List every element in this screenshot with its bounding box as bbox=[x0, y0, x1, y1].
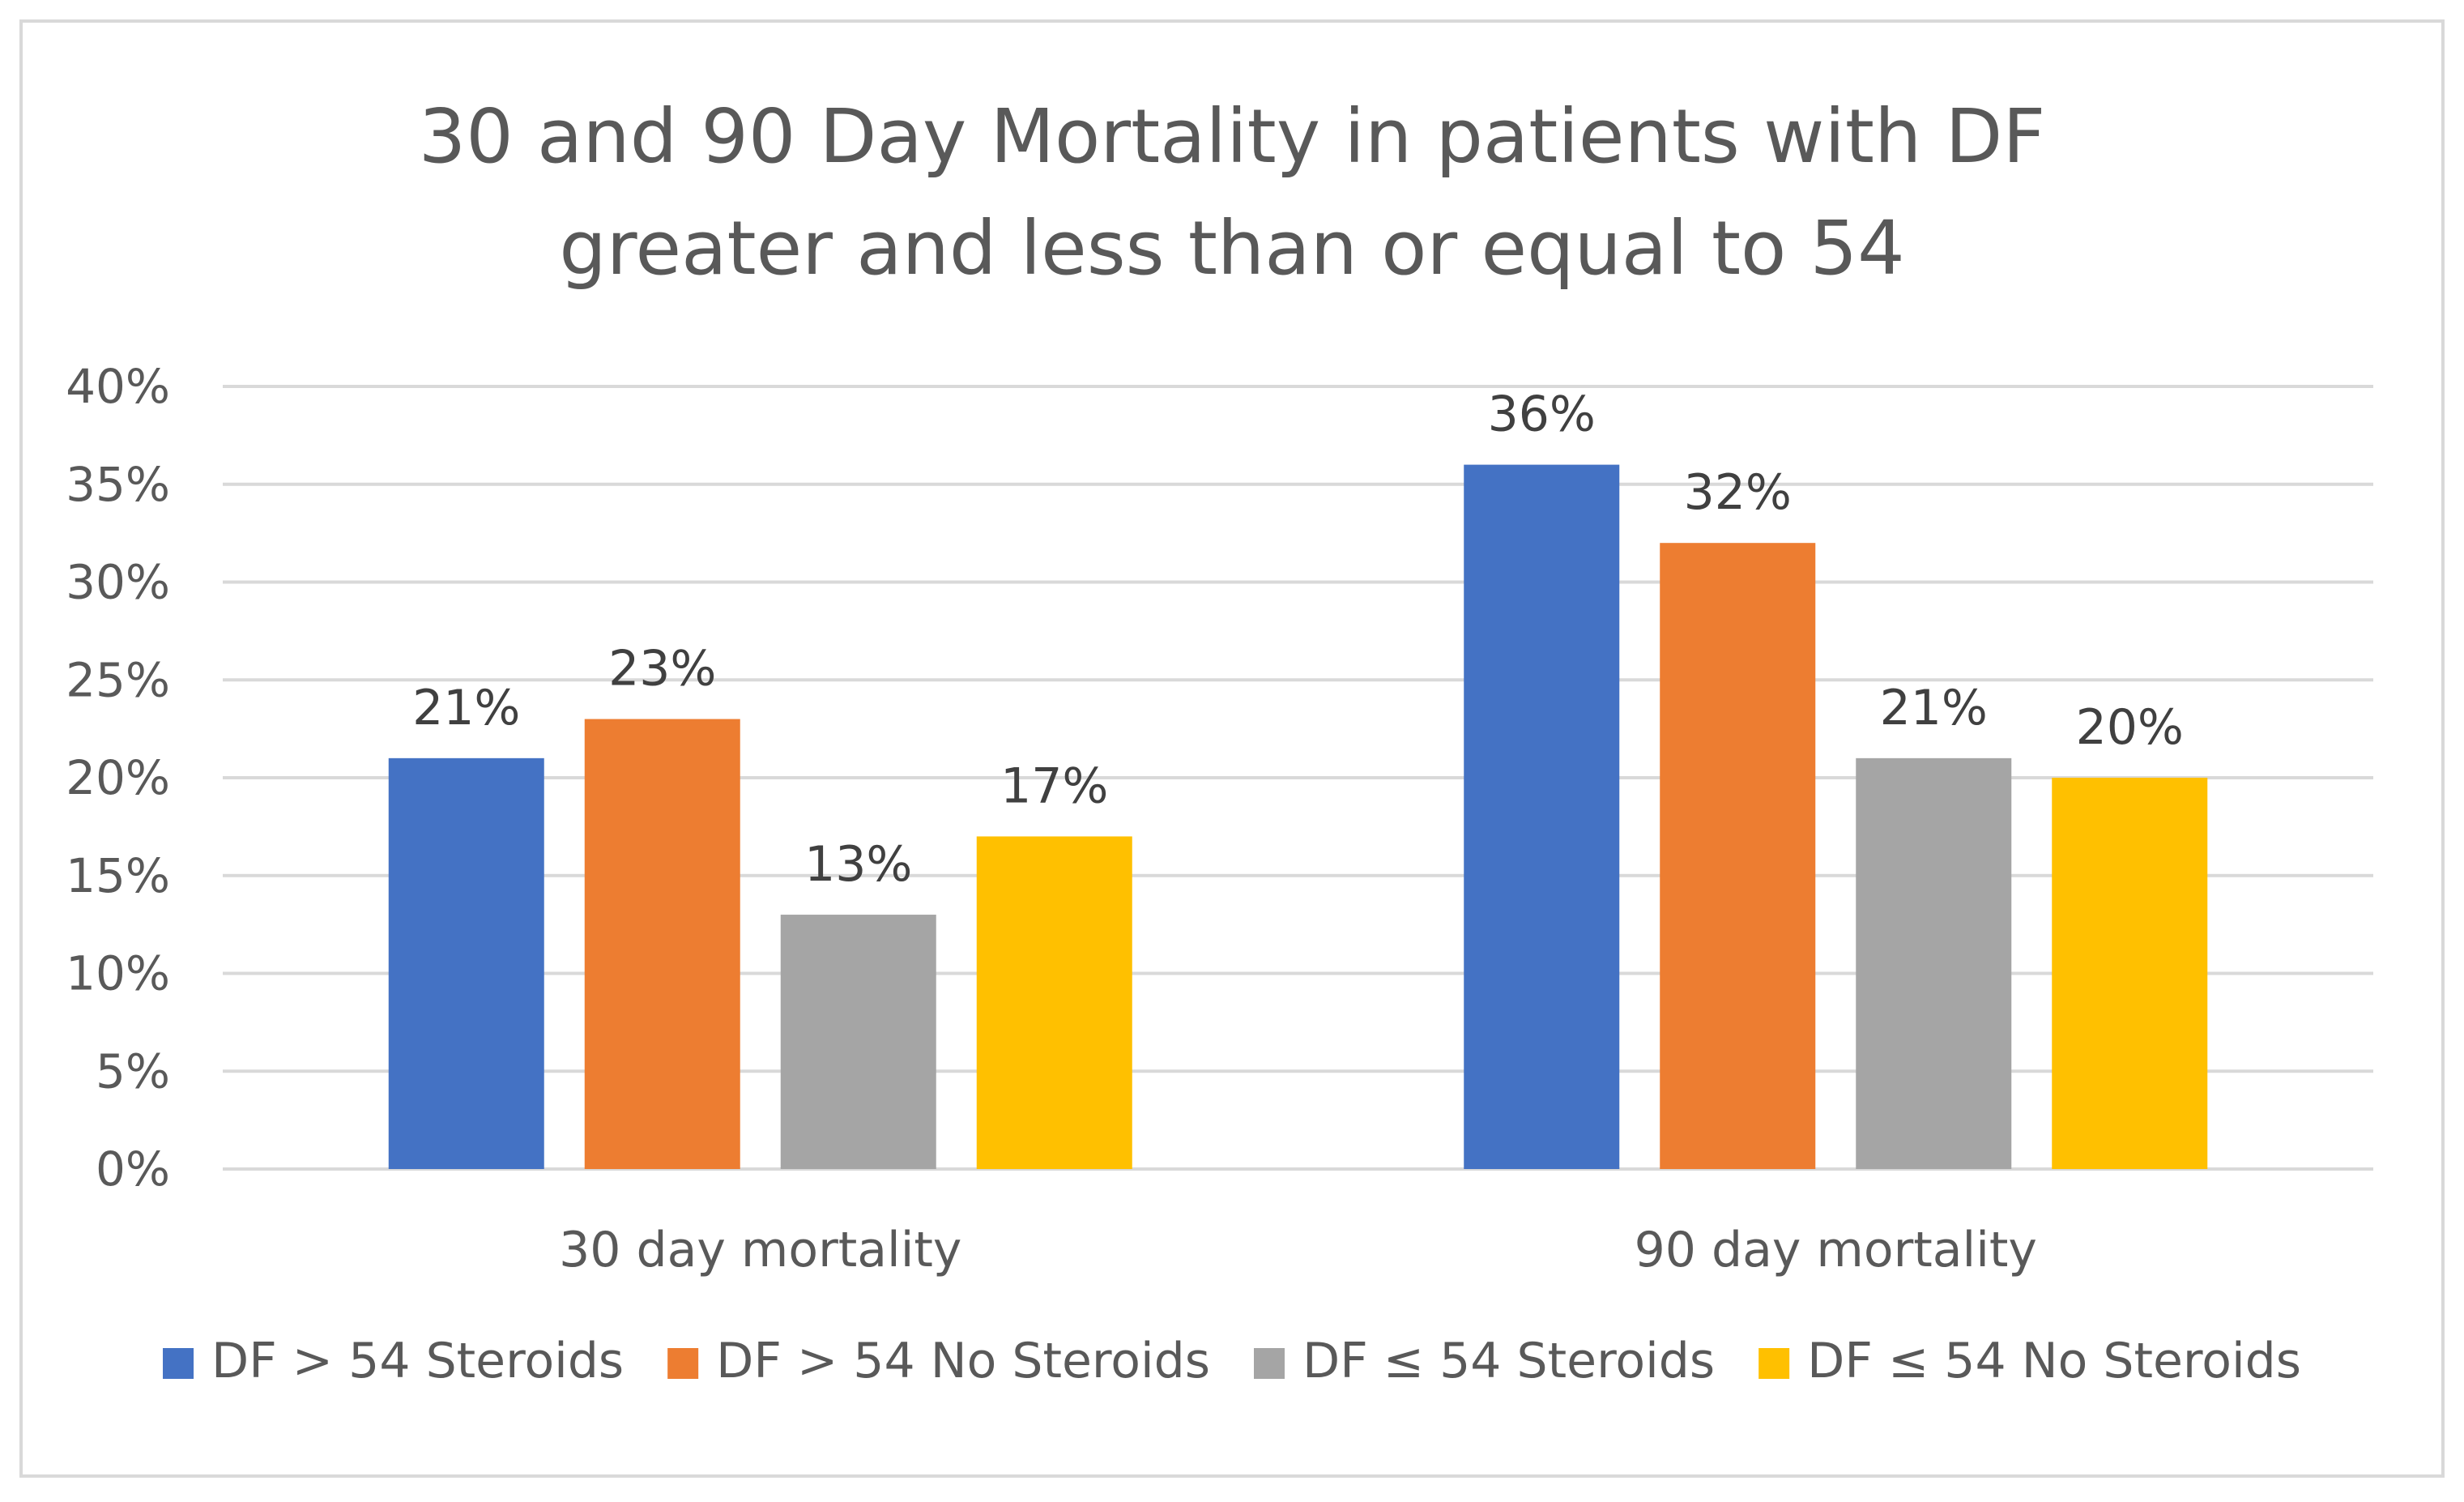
y-tick-label: 5% bbox=[96, 1043, 170, 1099]
legend-swatch bbox=[1254, 1348, 1285, 1379]
bar bbox=[1660, 543, 1816, 1169]
legend-label: DF ≤ 54 Steroids bbox=[1302, 1333, 1715, 1389]
legend-label: DF ≤ 54 No Steroids bbox=[1807, 1333, 2301, 1389]
bars bbox=[388, 464, 2208, 1169]
y-tick-label: 35% bbox=[66, 457, 170, 512]
x-axis-category-labels: 30 day mortality 90 day mortality bbox=[559, 1222, 2037, 1278]
data-label: 20% bbox=[2076, 699, 2184, 756]
category-label: 30 day mortality bbox=[559, 1222, 961, 1278]
legend: DF > 54 Steroids DF > 54 No Steroids DF ≤ … bbox=[163, 1333, 2301, 1389]
y-tick-label: 25% bbox=[66, 652, 170, 707]
bar bbox=[388, 757, 544, 1169]
bar bbox=[780, 915, 936, 1169]
bar bbox=[1464, 464, 1620, 1169]
y-tick-label: 15% bbox=[66, 848, 170, 903]
data-label: 13% bbox=[804, 836, 912, 893]
data-label: 17% bbox=[1000, 757, 1108, 814]
y-tick-label: 20% bbox=[66, 750, 170, 805]
bar bbox=[976, 836, 1132, 1169]
data-label: 36% bbox=[1488, 386, 1596, 443]
data-label: 21% bbox=[1880, 680, 1988, 736]
legend-item: DF > 54 Steroids bbox=[163, 1333, 624, 1389]
legend-swatch bbox=[163, 1348, 194, 1379]
data-label: 32% bbox=[1684, 464, 1792, 521]
legend-label: DF > 54 Steroids bbox=[211, 1333, 624, 1389]
bar bbox=[1856, 757, 2012, 1169]
legend-swatch bbox=[667, 1348, 699, 1379]
legend-swatch bbox=[1758, 1348, 1790, 1379]
bar bbox=[584, 719, 740, 1169]
y-tick-label: 10% bbox=[66, 946, 170, 1001]
data-label: 23% bbox=[608, 641, 716, 698]
legend-item: DF ≤ 54 No Steroids bbox=[1758, 1333, 2301, 1389]
chart-title-line-2: greater and less than or equal to 54 bbox=[559, 205, 1904, 292]
bar bbox=[2052, 778, 2208, 1169]
chart-frame bbox=[19, 19, 2445, 1478]
legend-item: DF ≤ 54 Steroids bbox=[1254, 1333, 1715, 1389]
data-labels: 21% 23% 13% 17% 36% 32% 21% 20% bbox=[412, 386, 2184, 893]
chart-title: 30 and 90 Day Mortality in patients with… bbox=[419, 93, 2046, 292]
y-axis-tick-labels: 0% 5% 10% 15% 20% 25% 30% 35% 40% bbox=[66, 359, 170, 1197]
chart-title-line-1: 30 and 90 Day Mortality in patients with… bbox=[419, 93, 2046, 180]
data-label: 21% bbox=[412, 680, 520, 736]
legend-item: DF > 54 No Steroids bbox=[667, 1333, 1210, 1389]
y-tick-label: 30% bbox=[66, 555, 170, 610]
category-label: 90 day mortality bbox=[1635, 1222, 2037, 1278]
y-tick-label: 0% bbox=[96, 1141, 170, 1197]
legend-label: DF > 54 No Steroids bbox=[716, 1333, 1210, 1389]
gridlines bbox=[223, 385, 2373, 1171]
y-tick-label: 40% bbox=[66, 359, 170, 414]
